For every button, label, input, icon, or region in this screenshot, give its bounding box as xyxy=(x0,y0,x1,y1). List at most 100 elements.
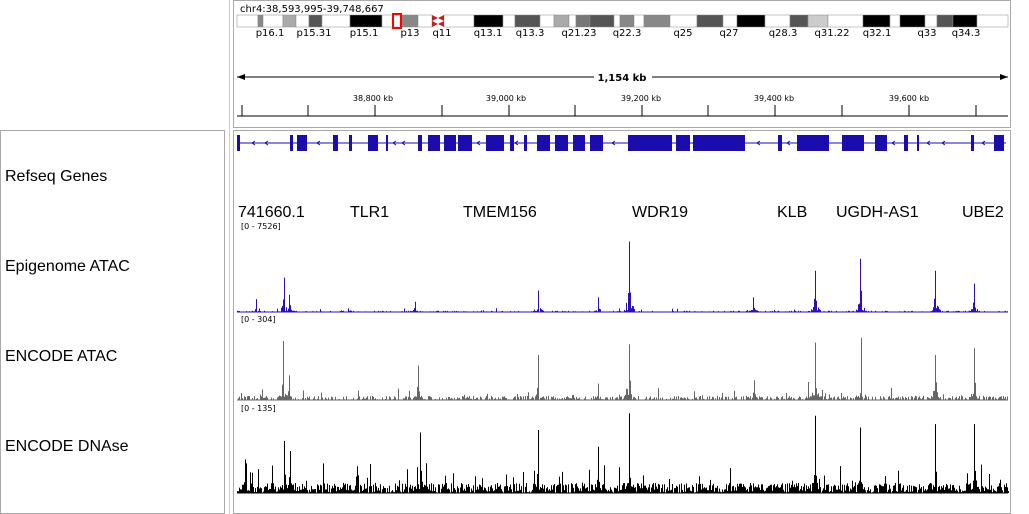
cytoband xyxy=(619,14,635,28)
strand-arrow xyxy=(476,140,481,146)
gene-label: KLB xyxy=(777,204,807,221)
cytoband xyxy=(295,14,310,28)
ruler-label: 39,000 kb xyxy=(486,94,526,103)
exon xyxy=(573,135,585,151)
strand-arrow xyxy=(514,140,519,146)
ruler-label: 38,800 kb xyxy=(353,94,393,103)
exon xyxy=(555,135,568,151)
exon xyxy=(428,135,440,151)
exon xyxy=(994,135,1004,151)
cytoband-label: q22.3 xyxy=(613,28,642,39)
strand-arrow xyxy=(786,140,791,146)
cytoband xyxy=(575,14,591,28)
cytoband xyxy=(514,14,541,28)
cytoband xyxy=(764,14,791,28)
cytoband xyxy=(308,14,323,28)
cytoband-label: q32.1 xyxy=(863,28,892,39)
cytoband-label: q34.3 xyxy=(952,28,981,39)
strand-arrow xyxy=(941,140,946,146)
cytoband xyxy=(539,14,555,28)
data-range: [0 - 7526] xyxy=(241,222,281,231)
cytoband xyxy=(976,14,1009,28)
cytoband-label: p16.1 xyxy=(256,28,285,39)
cytoband xyxy=(257,14,264,28)
cytoband xyxy=(417,14,433,28)
cytoband-label: p15.1 xyxy=(350,28,379,39)
cytoband xyxy=(236,14,259,28)
cytoband xyxy=(669,14,698,28)
strand-arrow xyxy=(401,140,406,146)
span-label: 1,154 kb xyxy=(598,73,647,84)
strand-arrow xyxy=(756,140,761,146)
cytoband xyxy=(443,14,475,28)
cytoband xyxy=(789,14,809,28)
exon xyxy=(368,135,378,151)
span-bg xyxy=(594,70,652,84)
signal xyxy=(237,337,1008,400)
exon xyxy=(349,135,352,151)
strand-arrow xyxy=(926,140,931,146)
cytoband xyxy=(613,14,621,28)
cytoband-label: q28.3 xyxy=(769,28,798,39)
track-name: ENCODE DNAse xyxy=(5,438,129,455)
cytoband xyxy=(696,14,724,28)
current-region xyxy=(392,13,402,29)
exon xyxy=(590,135,603,151)
cytoband-label: q21.23 xyxy=(562,28,597,39)
exon xyxy=(875,135,887,151)
gene-label: UGDH-AS1 xyxy=(836,204,919,221)
strand-arrow xyxy=(846,140,851,146)
ruler-label: 39,400 kb xyxy=(754,94,794,103)
cytoband xyxy=(589,14,615,28)
strand-arrow xyxy=(316,140,321,146)
strand-arrow xyxy=(611,140,616,146)
exon xyxy=(797,135,829,151)
track-name: Epigenome ATAC xyxy=(5,258,130,275)
exon xyxy=(971,135,974,151)
cytoband xyxy=(349,14,383,28)
strand-arrow xyxy=(251,140,256,146)
signal xyxy=(237,241,1008,312)
cytoband-label: q33 xyxy=(917,28,936,39)
gene-label: UBE2 xyxy=(962,204,1004,221)
cytoband xyxy=(889,14,901,28)
exon xyxy=(904,135,908,151)
ruler-label: 39,600 kb xyxy=(889,94,929,103)
exon xyxy=(510,135,514,151)
cytoband-label: p13 xyxy=(400,28,419,39)
cytoband-label: q27 xyxy=(719,28,738,39)
strand-arrow xyxy=(264,140,269,146)
track-name: ENCODE ATAC xyxy=(5,348,117,365)
cytoband xyxy=(282,14,297,28)
exon xyxy=(418,135,422,151)
exon xyxy=(444,135,456,151)
exon xyxy=(297,135,307,151)
cytoband xyxy=(899,14,926,28)
cytoband xyxy=(321,14,351,28)
track-name: Refseq Genes xyxy=(5,168,107,185)
data-range: [0 - 304] xyxy=(241,315,276,324)
cytoband xyxy=(473,14,504,28)
cytoband-label: q13.1 xyxy=(474,28,503,39)
cytoband xyxy=(952,14,978,28)
exon xyxy=(290,135,293,151)
gene-label: TMEM156 xyxy=(463,204,537,221)
cytoband xyxy=(807,14,829,28)
cytoband xyxy=(936,14,954,28)
exon xyxy=(676,135,690,151)
exon xyxy=(628,135,672,151)
cytoband xyxy=(643,14,671,28)
exon xyxy=(524,135,527,151)
exon xyxy=(486,135,504,151)
exon xyxy=(693,135,745,151)
gene-label: 741660.1 xyxy=(238,204,305,221)
cytoband xyxy=(502,14,516,28)
cytoband xyxy=(924,14,938,28)
exon xyxy=(458,135,472,151)
cytoband-label: q31.22 xyxy=(815,28,850,39)
cytoband xyxy=(262,14,284,28)
cytoband-label: q25 xyxy=(673,28,692,39)
centromere xyxy=(432,15,444,27)
header-panel xyxy=(233,0,1011,128)
